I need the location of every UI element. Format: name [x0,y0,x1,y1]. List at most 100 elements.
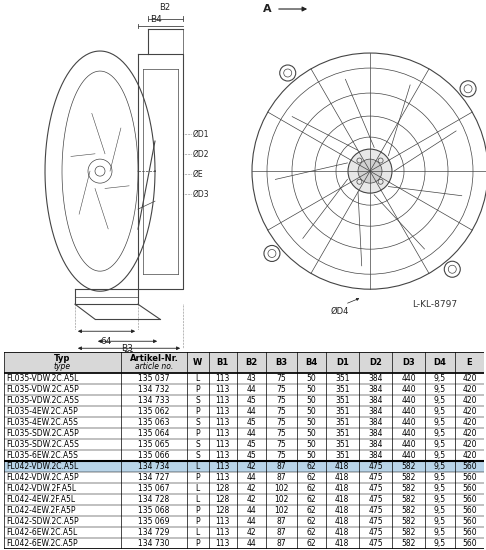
Text: 384: 384 [368,440,382,449]
Text: FL042-VDW.2F.A5L: FL042-VDW.2F.A5L [6,484,76,493]
Text: 64: 64 [100,337,112,346]
Text: 420: 420 [462,395,477,405]
Text: 62: 62 [307,495,316,504]
Text: 9,5: 9,5 [434,418,446,427]
Text: L: L [195,528,200,537]
Text: 384: 384 [368,429,382,438]
Text: 44: 44 [246,429,256,438]
Text: 134 730: 134 730 [138,539,170,548]
Text: 475: 475 [368,528,383,537]
Text: FL042-SDW.2C.A5P: FL042-SDW.2C.A5P [6,517,78,526]
Text: 418: 418 [335,495,349,504]
Text: 582: 582 [401,517,416,526]
Text: 102: 102 [274,506,289,515]
Text: 134 733: 134 733 [138,395,170,405]
Text: 440: 440 [401,440,416,449]
Text: 42: 42 [246,462,256,471]
Text: 440: 440 [401,373,416,383]
Text: 560: 560 [462,517,477,526]
Text: 9,5: 9,5 [434,462,446,471]
Text: 135 062: 135 062 [138,406,170,416]
Text: 102: 102 [274,495,289,504]
Text: 418: 418 [335,517,349,526]
Text: 440: 440 [401,418,416,427]
Text: FL035-VDW.2C.A5S: FL035-VDW.2C.A5S [6,395,79,405]
Text: 384: 384 [368,451,382,460]
Text: 440: 440 [401,406,416,416]
Text: type: type [54,362,71,371]
Text: 50: 50 [307,429,316,438]
Text: FL035-VDW.2C.A5P: FL035-VDW.2C.A5P [6,384,79,394]
Text: 582: 582 [401,473,416,482]
Text: FL042-VDW.2C.A5L: FL042-VDW.2C.A5L [6,462,78,471]
Text: 44: 44 [246,384,256,394]
Text: 440: 440 [401,395,416,405]
Text: FL042-VDW.2C.A5P: FL042-VDW.2C.A5P [6,473,78,482]
Text: D1: D1 [336,358,349,367]
Text: 135 064: 135 064 [138,429,170,438]
Text: D4: D4 [434,358,447,367]
Text: 418: 418 [335,462,349,471]
Text: 418: 418 [335,484,349,493]
Text: FL042-4EW.2F.A5P: FL042-4EW.2F.A5P [6,506,75,515]
Text: 135 067: 135 067 [138,484,170,493]
Text: L: L [195,462,200,471]
Text: P: P [195,384,200,394]
Text: 113: 113 [216,539,230,548]
Text: 9,5: 9,5 [434,528,446,537]
Text: P: P [195,539,200,548]
Text: 351: 351 [335,429,349,438]
Text: 9,5: 9,5 [434,506,446,515]
Text: 102: 102 [274,484,289,493]
Text: 44: 44 [246,406,256,416]
Text: 420: 420 [462,384,477,394]
Text: 75: 75 [277,384,286,394]
Text: 87: 87 [277,473,286,482]
Text: 113: 113 [216,418,230,427]
Text: 135 063: 135 063 [138,418,170,427]
Text: 44: 44 [246,506,256,515]
Text: 384: 384 [368,406,382,416]
Text: B2: B2 [245,358,258,367]
Text: 475: 475 [368,473,383,482]
Text: FL035-6EW.2C.A5S: FL035-6EW.2C.A5S [6,451,78,460]
Text: ØE: ØE [193,169,204,179]
Text: 351: 351 [335,406,349,416]
Text: 62: 62 [307,528,316,537]
Text: 351: 351 [335,440,349,449]
Text: 475: 475 [368,506,383,515]
Bar [4,352,484,373]
Text: 44: 44 [246,539,256,548]
Text: 384: 384 [368,373,382,383]
Text: L: L [195,495,200,504]
Text: 113: 113 [216,517,230,526]
Text: 50: 50 [307,440,316,449]
Text: 45: 45 [246,440,256,449]
Text: 560: 560 [462,484,477,493]
Text: P: P [195,473,200,482]
Text: 560: 560 [462,473,477,482]
Text: Typ: Typ [54,354,70,363]
Text: 87: 87 [277,462,286,471]
Text: B1: B1 [217,358,229,367]
Text: 384: 384 [368,384,382,394]
Text: 420: 420 [462,406,477,416]
Text: 62: 62 [307,473,316,482]
Text: 43: 43 [246,373,256,383]
Text: 75: 75 [277,373,286,383]
Circle shape [358,159,382,183]
Text: 128: 128 [216,495,230,504]
Text: 50: 50 [307,451,316,460]
Text: FL035-SDW.2C.A5S: FL035-SDW.2C.A5S [6,440,79,449]
Text: 560: 560 [462,539,477,548]
Text: 62: 62 [307,506,316,515]
Text: 75: 75 [277,406,286,416]
Text: 9,5: 9,5 [434,473,446,482]
Text: ØD1: ØD1 [193,130,209,139]
Text: 113: 113 [216,429,230,438]
Text: 62: 62 [307,462,316,471]
Text: 113: 113 [216,440,230,449]
Text: 9,5: 9,5 [434,440,446,449]
Text: 87: 87 [277,528,286,537]
Text: 351: 351 [335,418,349,427]
